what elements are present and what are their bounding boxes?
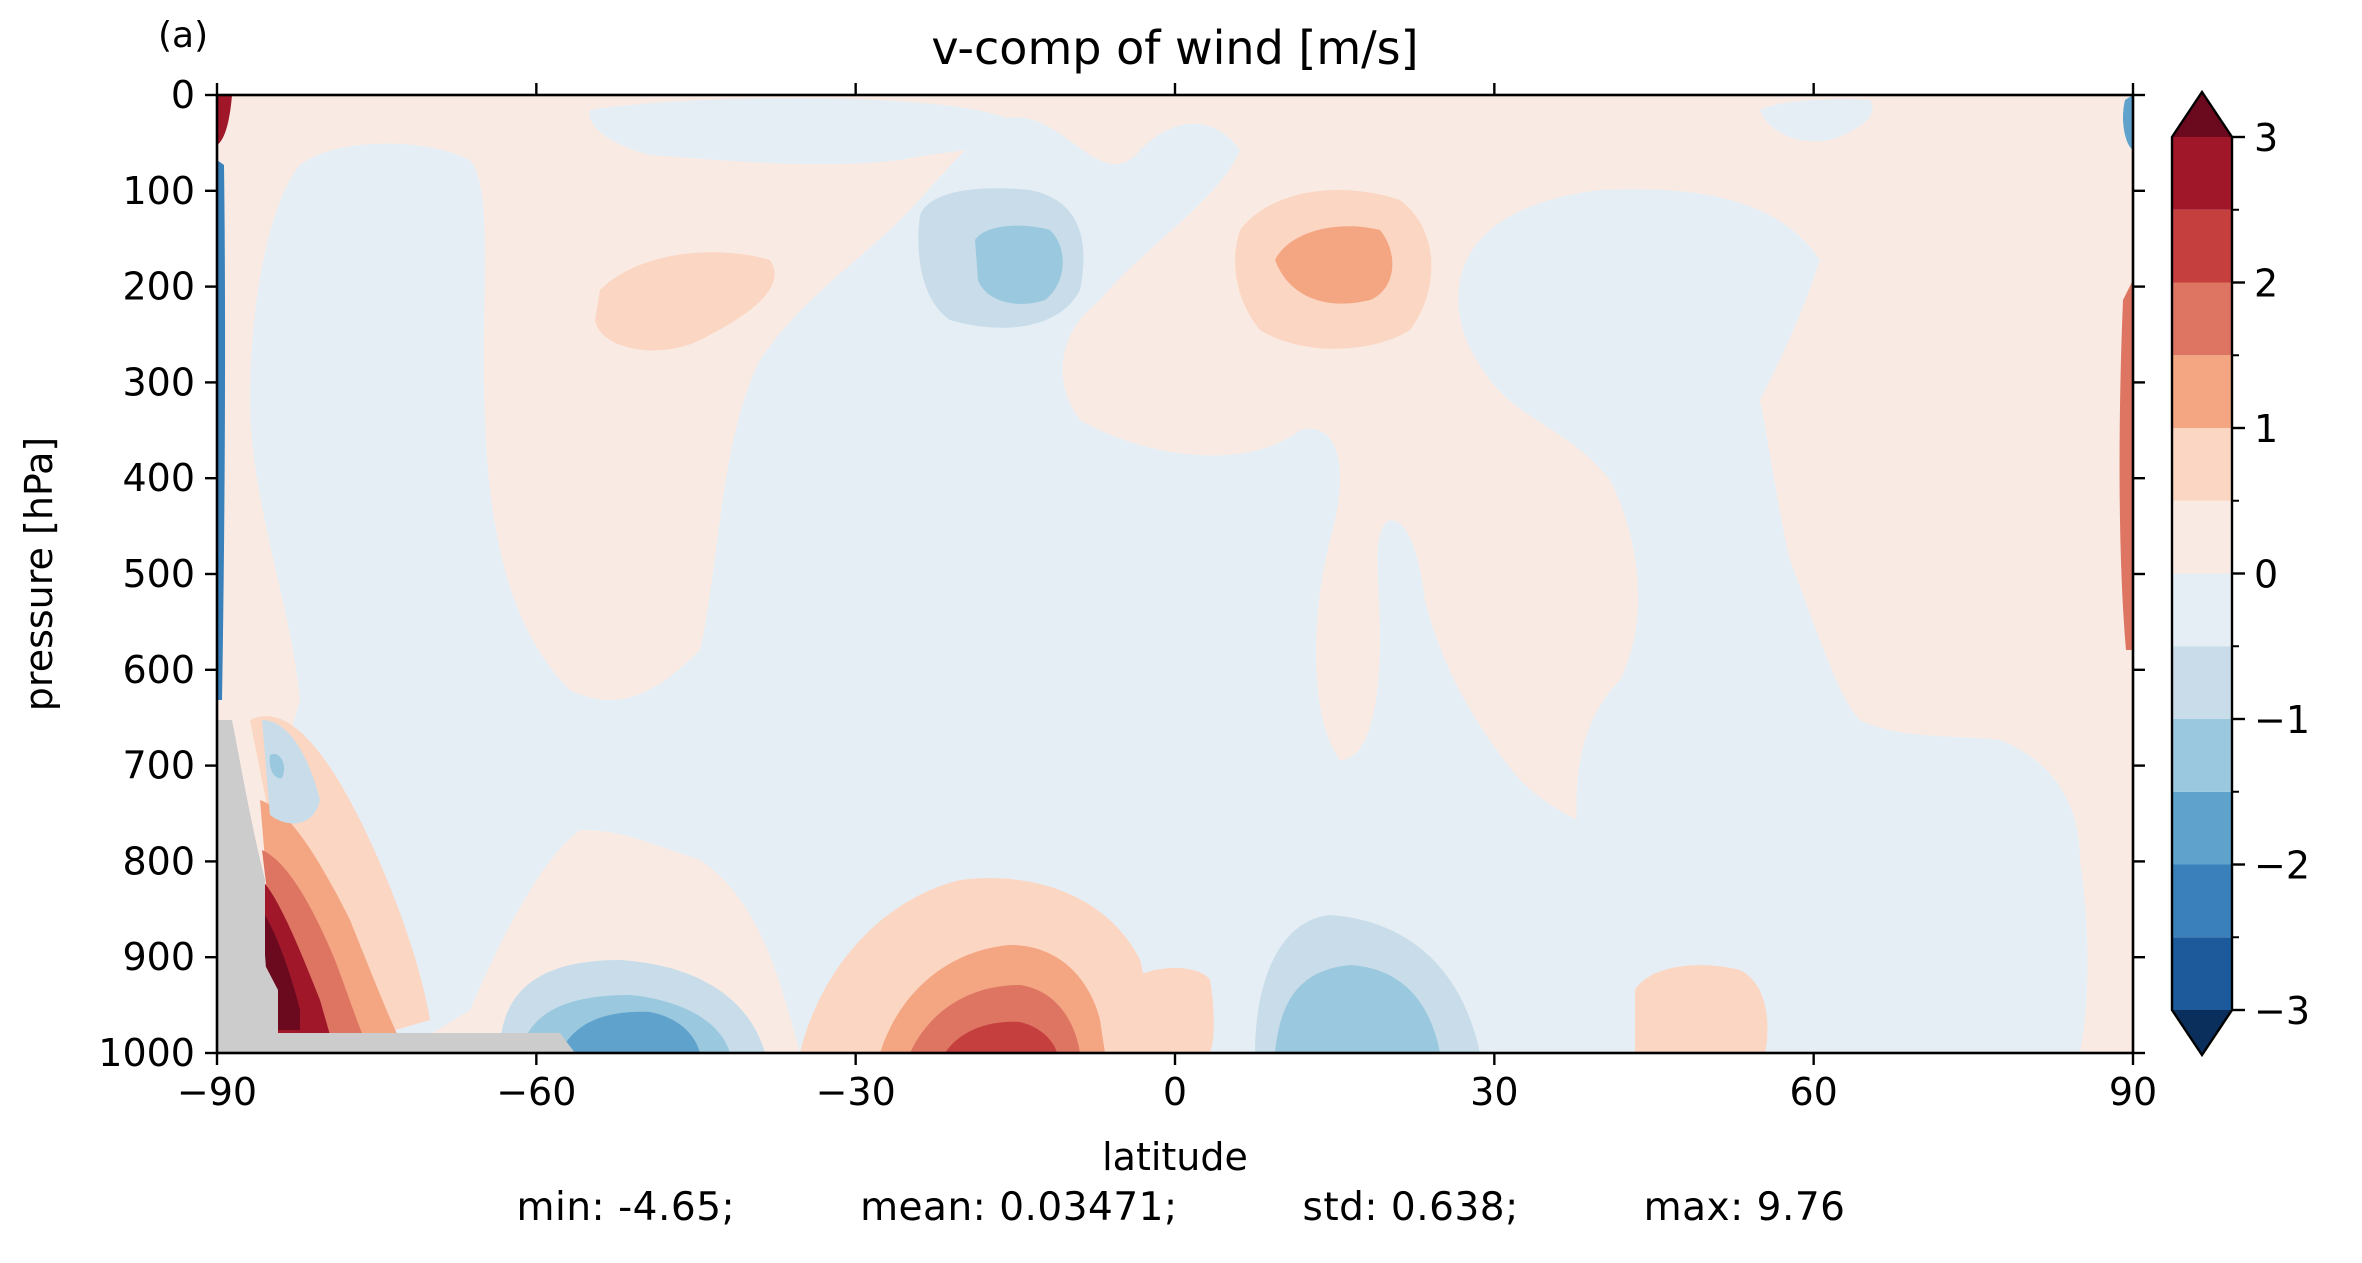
region-pos4-lower-center xyxy=(945,1021,1057,1053)
y-tick-label: 1000 xyxy=(98,1031,195,1075)
colorbar-segment xyxy=(2172,646,2232,719)
colorbar-tick-label: 2 xyxy=(2254,262,2278,306)
region-neg-left-column xyxy=(250,117,2030,1053)
colorbar-extend-min xyxy=(2172,1010,2232,1055)
negative-regions xyxy=(262,188,1480,1053)
y-tick-label: 900 xyxy=(122,935,195,979)
y-tick-label: 600 xyxy=(122,648,195,692)
negative-light-regions xyxy=(250,98,2088,1053)
colorbar-segment xyxy=(2172,209,2232,283)
pole-edge-south-top xyxy=(217,95,232,145)
x-tick-label: −60 xyxy=(496,1070,576,1114)
region-pos1-upper-left xyxy=(595,252,775,351)
x-tick-label: 60 xyxy=(1789,1070,1837,1114)
region-neg-top-right xyxy=(1760,99,1873,142)
colorbar-segment xyxy=(2172,937,2232,1010)
y-axis-label: pressure [hPa] xyxy=(17,437,61,711)
y-tick-label: 400 xyxy=(122,456,195,500)
region-neg3-lower-left xyxy=(560,1011,700,1053)
region-neg2-upper xyxy=(975,225,1063,304)
colorbar-segment xyxy=(2172,864,2232,938)
region-neg-top-band xyxy=(589,98,1030,165)
region-pos1-lower-right xyxy=(1635,965,1768,1053)
colorbar-segment xyxy=(2172,791,2232,865)
colorbar-segment xyxy=(2172,428,2232,501)
stat-min: min: -4.65; xyxy=(516,1185,736,1230)
x-tick-label: −90 xyxy=(177,1070,257,1114)
pole-edge-south-blue xyxy=(217,160,226,700)
y-tick-label: 200 xyxy=(122,265,195,309)
y-tick-label: 0 xyxy=(171,73,195,117)
y-tick-label: 700 xyxy=(122,744,195,788)
stat-std: std: 0.638; xyxy=(1302,1185,1519,1230)
x-tick-label: 30 xyxy=(1470,1070,1518,1114)
colorbar-tick-label: 0 xyxy=(2254,553,2278,597)
x-axis: −90 −60 −30 0 30 60 90 xyxy=(177,83,2157,1114)
colorbar-tick-label: 1 xyxy=(2254,407,2278,451)
chart-title: v-comp of wind [m/s] xyxy=(931,21,1418,75)
colorbar-segment xyxy=(2172,355,2232,428)
x-axis-label: latitude xyxy=(1102,1135,1248,1179)
stat-max: max: 9.76 xyxy=(1643,1185,1846,1230)
statistics-line: min: -4.65; mean: 0.03471; std: 0.638; m… xyxy=(0,1185,2362,1230)
region-neg2-lower-right xyxy=(1275,965,1440,1053)
colorbar-segment xyxy=(2172,500,2232,574)
colorbar-extend-max xyxy=(2172,92,2232,137)
y-axis: 0 100 200 300 400 500 600 700 800 900 1000 xyxy=(98,73,2145,1075)
y-tick-label: 800 xyxy=(122,839,195,883)
colorbar-tick-label: −2 xyxy=(2254,844,2310,888)
colorbar-tick-label: 3 xyxy=(2254,116,2278,160)
colorbar-segment xyxy=(2172,137,2232,210)
x-tick-label: 0 xyxy=(1163,1070,1187,1114)
colorbar-segment xyxy=(2172,719,2232,792)
colorbar-tick-label: −3 xyxy=(2254,989,2310,1033)
colorbar-segment xyxy=(2172,573,2232,647)
pole-edge-north-red xyxy=(2119,280,2133,650)
pole-edge-north-top xyxy=(2122,95,2133,150)
y-tick-label: 500 xyxy=(122,552,195,596)
region-neg1-antarctic xyxy=(262,720,320,824)
region-pos1-eq xyxy=(1140,968,1214,1053)
colorbar-tick-label: −1 xyxy=(2254,698,2310,742)
positive-strong-regions xyxy=(262,850,1080,1053)
y-tick-label: 100 xyxy=(122,169,195,213)
panel-label: (a) xyxy=(158,15,208,56)
region-pos2-antarctic xyxy=(260,800,400,1045)
x-tick-label: −30 xyxy=(816,1070,896,1114)
plot-area xyxy=(217,95,2133,1053)
region-pos2-upper-center xyxy=(1275,226,1393,304)
y-tick-label: 300 xyxy=(122,360,195,404)
region-neg-right-column xyxy=(1458,189,2088,1053)
colorbar: 3 2 1 0 −1 −2 −3 xyxy=(2170,89,2310,1058)
region-neg2-antarctic-spot xyxy=(269,754,285,779)
stat-mean: mean: 0.03471; xyxy=(860,1185,1178,1230)
colorbar-segment xyxy=(2172,282,2232,356)
orography-mask xyxy=(217,720,575,1053)
x-tick-label: 90 xyxy=(2109,1070,2157,1114)
